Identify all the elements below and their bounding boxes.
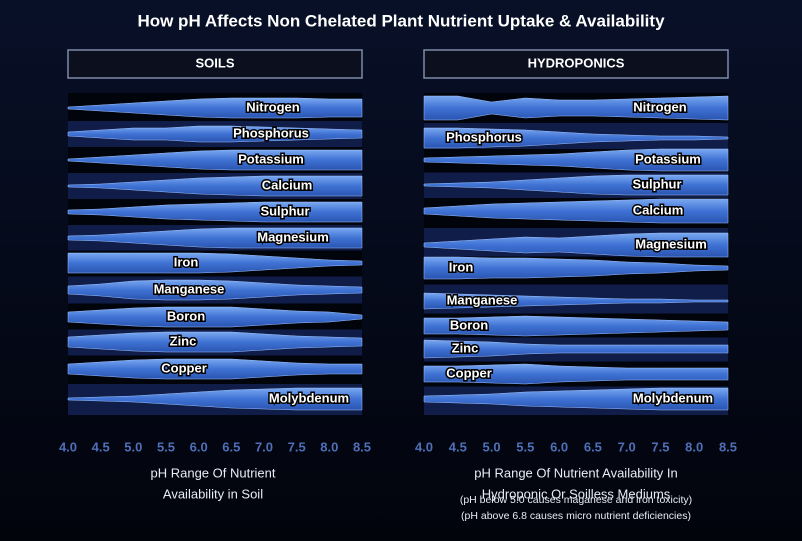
x-tick-label: 7.0 bbox=[255, 439, 273, 454]
x-tick-label: 6.5 bbox=[584, 439, 602, 454]
caption: Hydroponic Or Soilless Mediums bbox=[482, 486, 671, 501]
nutrient-label: Magnesium bbox=[635, 236, 707, 251]
nutrient-band bbox=[423, 232, 729, 258]
x-tick-label: 8.0 bbox=[320, 439, 338, 454]
panel-heading: SOILS bbox=[195, 55, 234, 70]
nutrient-label: Sulphur bbox=[260, 203, 309, 218]
caption: pH Range Of Nutrient Availability In bbox=[474, 465, 678, 480]
nutrient-band bbox=[423, 363, 729, 385]
nutrient-band bbox=[423, 174, 729, 196]
x-tick-label: 6.0 bbox=[190, 439, 208, 454]
nutrient-label: Calcium bbox=[633, 202, 684, 217]
note: (pH above 6.8 causes micro nutrient defi… bbox=[461, 510, 691, 522]
nutrient-band bbox=[423, 148, 729, 172]
nutrient-band bbox=[67, 358, 363, 380]
x-tick-label: 7.5 bbox=[651, 439, 669, 454]
x-tick-label: 6.5 bbox=[222, 439, 240, 454]
x-tick-label: 5.5 bbox=[157, 439, 175, 454]
x-tick-label: 7.0 bbox=[618, 439, 636, 454]
nutrient-label: Potassium bbox=[635, 151, 701, 166]
x-tick-label: 5.5 bbox=[516, 439, 534, 454]
panel-heading: HYDROPONICS bbox=[528, 55, 625, 70]
nutrient-band bbox=[67, 175, 363, 197]
nutrient-band bbox=[67, 252, 363, 274]
x-tick-label: 4.0 bbox=[59, 439, 77, 454]
nutrient-band bbox=[423, 292, 729, 310]
x-tick-label: 8.0 bbox=[685, 439, 703, 454]
nutrient-band bbox=[423, 95, 729, 121]
nutrient-band bbox=[67, 125, 363, 143]
nutrient-band bbox=[423, 339, 729, 359]
nutrient-label: Magnesium bbox=[257, 229, 329, 244]
nutrient-label: Phosphorus bbox=[446, 129, 522, 144]
x-tick-label: 4.0 bbox=[415, 439, 433, 454]
nutrient-band bbox=[423, 256, 729, 280]
caption: pH Range Of Nutrient bbox=[150, 465, 275, 480]
nutrient-label: Boron bbox=[450, 317, 488, 332]
nutrient-label: Copper bbox=[446, 365, 492, 380]
nutrient-label: Potassium bbox=[238, 151, 304, 166]
nutrient-label: Molybdenum bbox=[633, 390, 713, 405]
nutrient-label: Zinc bbox=[170, 333, 197, 348]
caption: Availability in Soil bbox=[163, 486, 263, 501]
nutrient-band bbox=[67, 97, 363, 119]
x-tick-label: 6.0 bbox=[550, 439, 568, 454]
x-tick-label: 7.5 bbox=[288, 439, 306, 454]
x-tick-label: 8.5 bbox=[719, 439, 737, 454]
nutrient-band bbox=[423, 387, 729, 411]
x-tick-label: 5.0 bbox=[124, 439, 142, 454]
note: (pH below 5.0 causes maganese and iron t… bbox=[460, 494, 692, 506]
nutrient-band bbox=[67, 331, 363, 353]
nutrient-label: Nitrogen bbox=[246, 99, 300, 114]
nutrient-label: Iron bbox=[174, 254, 199, 269]
nutrient-label: Sulphur bbox=[632, 176, 681, 191]
nutrient-label: Nitrogen bbox=[633, 99, 687, 114]
nutrient-label: Iron bbox=[449, 259, 474, 274]
panel-header-box bbox=[423, 49, 729, 79]
nutrient-band bbox=[423, 127, 729, 149]
nutrient-label: Phosphorus bbox=[233, 125, 309, 140]
x-tick-label: 5.0 bbox=[483, 439, 501, 454]
nutrient-band bbox=[423, 315, 729, 337]
nutrient-label: Copper bbox=[161, 360, 207, 375]
nutrient-band bbox=[67, 227, 363, 249]
x-tick-label: 4.5 bbox=[92, 439, 110, 454]
nutrient-band bbox=[67, 387, 363, 411]
nutrient-band bbox=[423, 198, 729, 224]
panel-header-box bbox=[67, 49, 363, 79]
nutrient-label: Zinc bbox=[452, 340, 479, 355]
nutrient-band bbox=[67, 279, 363, 301]
title: How pH Affects Non Chelated Plant Nutrie… bbox=[137, 11, 665, 30]
panels: SOILS Nitrogen Phosphorus Potassium Calcium S… bbox=[59, 49, 737, 522]
x-tick-label: 8.5 bbox=[353, 439, 371, 454]
nutrient-label: Molybdenum bbox=[269, 390, 349, 405]
x-tick-label: 4.5 bbox=[449, 439, 467, 454]
nutrient-label: Calcium bbox=[262, 177, 313, 192]
nutrient-label: Manganese bbox=[154, 281, 225, 296]
nutrient-band bbox=[67, 149, 363, 171]
nutrient-label: Boron bbox=[167, 308, 205, 323]
nutrient-label: Manganese bbox=[447, 292, 518, 307]
nutrient-band bbox=[67, 306, 363, 328]
nutrient-band bbox=[67, 201, 363, 223]
